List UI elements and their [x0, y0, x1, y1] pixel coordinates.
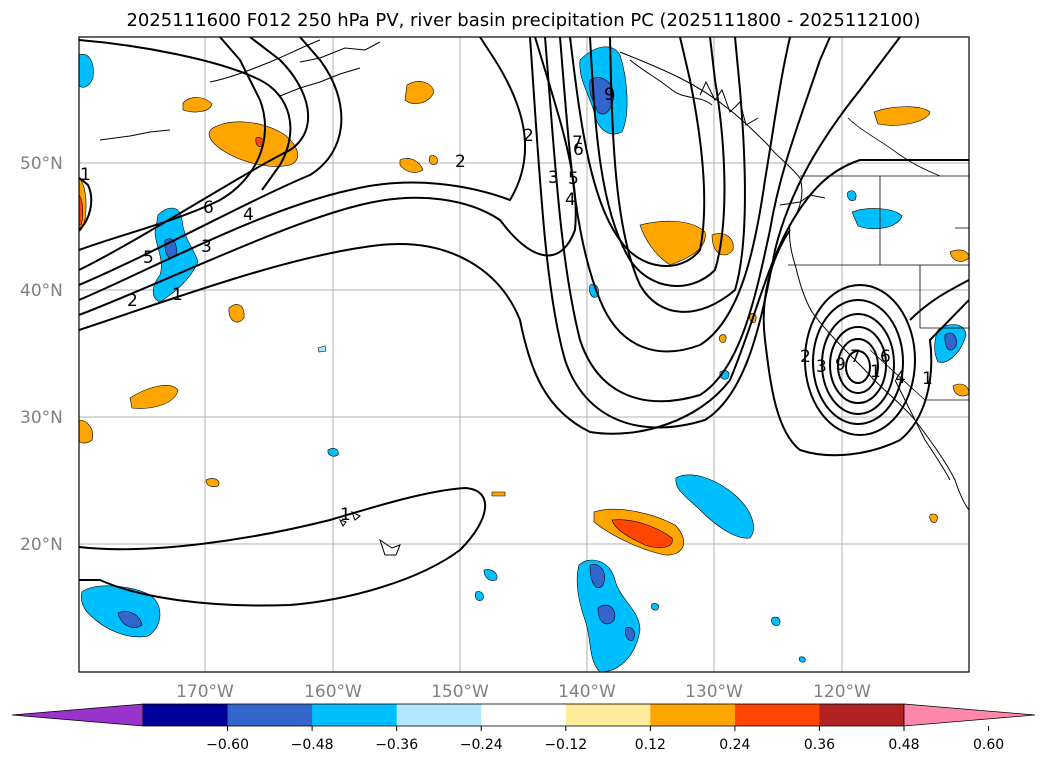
lon-label: 120°W: [813, 682, 871, 702]
contour-label: 1: [922, 369, 933, 389]
contour-label: 2: [455, 152, 466, 172]
contour-label: 5: [143, 248, 154, 268]
lat-label: 30°N: [20, 408, 63, 428]
colorbar-tick-label: −0.12: [544, 737, 587, 753]
lat-label: 50°N: [20, 154, 63, 174]
colorbar-tick-label: −0.60: [206, 737, 249, 753]
contour-label: 2: [800, 347, 811, 367]
colorbar-tick-label: 0.60: [973, 737, 1004, 753]
colorbar-swatch: [481, 704, 567, 726]
contour-labels: 1 2 3 4 5 6 1 2 2 3 4 5 6 7 9 1 2 3 6 7 …: [80, 85, 933, 525]
contour-label: 1: [172, 285, 183, 305]
contour-label: 1: [870, 362, 881, 382]
colorbar-swatch: [396, 704, 482, 726]
contour-label: 4: [895, 368, 906, 388]
colorbar-tick-label: −0.48: [291, 737, 334, 753]
lon-label: 150°W: [431, 682, 489, 702]
colorbar-tick-label: 0.48: [888, 737, 919, 753]
colorbar-swatch: [650, 704, 736, 726]
contour-label: 6: [880, 347, 891, 367]
contour-label: 4: [565, 190, 576, 210]
contour-label: 5: [568, 169, 579, 189]
contour-label: 9: [835, 355, 846, 375]
colorbar-tick-label: 0.36: [804, 737, 835, 753]
lon-label: 170°W: [176, 682, 234, 702]
lon-label: 130°W: [685, 682, 743, 702]
colorbar: −0.60 −0.48 −0.36 −0.24 −0.12 0.12 0.24 0.36 0.4…: [11, 703, 1036, 753]
contour-label: 9: [604, 85, 615, 105]
colorbar-swatch: [312, 704, 398, 726]
contour-label: 2: [127, 291, 138, 311]
contour-label: 7: [572, 133, 583, 153]
lat-labels: 50°N 40°N 30°N 20°N: [20, 154, 63, 555]
contour-label: 1: [340, 505, 351, 525]
map-frame: [78, 36, 970, 673]
colorbar-swatch: [565, 704, 651, 726]
colorbar-extend-left: [11, 703, 144, 727]
contour-label: 7: [850, 347, 861, 367]
colorbar-tick-label: −0.24: [460, 737, 503, 753]
colorbar-swatch: [734, 704, 820, 726]
colorbar-ticks: −0.60 −0.48 −0.36 −0.24 −0.12 0.12 0.24 0.36 0.4…: [206, 726, 1004, 753]
lon-label: 160°W: [304, 682, 362, 702]
contour-label: 4: [243, 205, 254, 225]
lat-label: 20°N: [20, 535, 63, 555]
lon-labels: 170°W 160°W 150°W 140°W 130°W 120°W: [176, 682, 871, 702]
contour-label: 3: [548, 168, 559, 188]
lon-label: 140°W: [558, 682, 616, 702]
contour-label: 6: [573, 140, 584, 160]
colorbar-tick-label: 0.24: [719, 737, 750, 753]
contour-label: 3: [201, 237, 212, 257]
contour-label: 3: [816, 357, 827, 377]
colorbar-tick-label: −0.36: [375, 737, 418, 753]
pv-contours: [79, 37, 969, 607]
map-title: 2025111600 F012 250 hPa PV, river basin …: [126, 10, 921, 31]
contour-label: 1: [80, 165, 91, 185]
colorbar-tick-label: 0.12: [635, 737, 666, 753]
colorbar-swatches: [142, 703, 905, 727]
lat-label: 40°N: [20, 281, 63, 301]
colorbar-swatch: [143, 704, 229, 726]
colorbar-swatch: [227, 704, 313, 726]
contour-label: 6: [203, 198, 214, 218]
colorbar-extend-right: [903, 703, 1036, 727]
contour-label: 2: [523, 126, 534, 146]
colorbar-swatch: [819, 704, 905, 726]
